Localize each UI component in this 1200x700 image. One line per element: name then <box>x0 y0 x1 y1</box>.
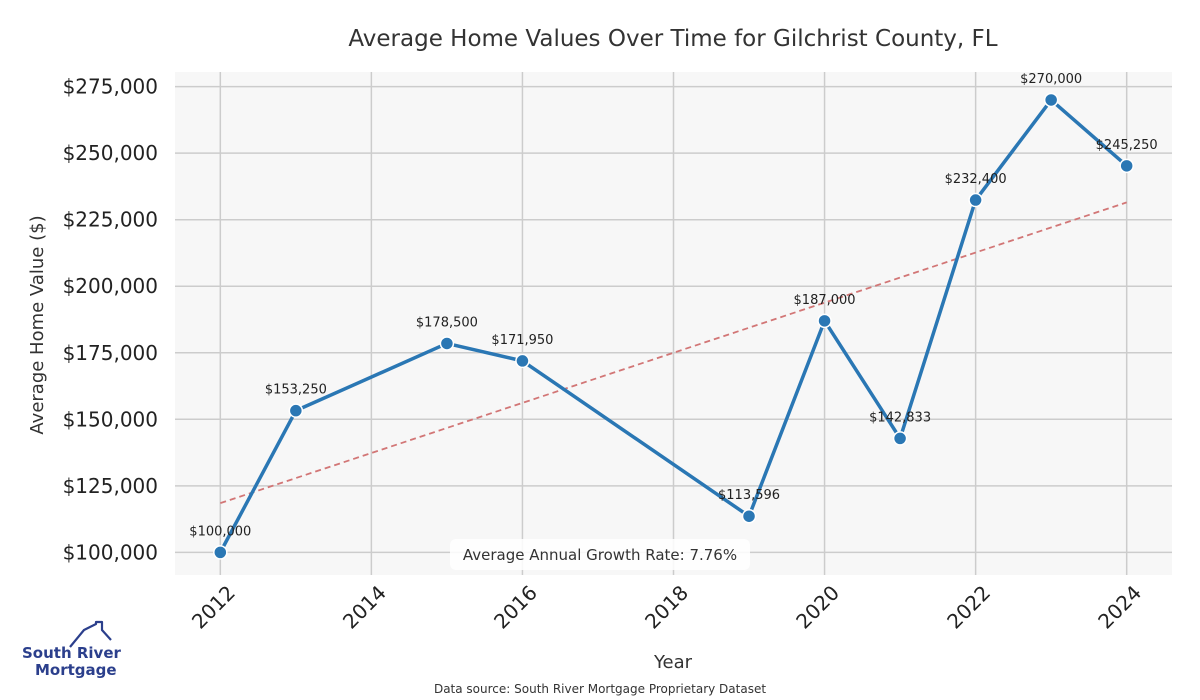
y-tick-label: $275,000 <box>63 75 158 99</box>
x-tick-label: 2014 <box>338 581 391 634</box>
y-tick-label: $250,000 <box>63 141 158 165</box>
data-points <box>213 92 1134 560</box>
data-label: $178,500 <box>416 315 478 330</box>
data-point <box>288 403 304 418</box>
y-tick-label: $225,000 <box>63 208 158 232</box>
data-label: $153,250 <box>265 383 327 398</box>
data-point <box>1043 92 1059 108</box>
data-point <box>968 192 983 208</box>
x-tick-label: 2022 <box>942 581 995 634</box>
x-tick-label: 2020 <box>791 581 844 634</box>
y-tick-labels: $100,000 $125,000 $150,000 $175,000 $200,000… <box>63 75 158 565</box>
grid <box>175 72 1172 575</box>
data-point <box>213 545 228 560</box>
x-tick-label: 2016 <box>489 581 542 634</box>
data-label: $113,596 <box>718 488 780 503</box>
data-labels: $100,000 $153,250 $178,500 $171,950 $113,596… <box>189 72 1157 539</box>
company-logo: South River Mortgage <box>22 620 122 679</box>
data-label: $142,833 <box>869 410 931 425</box>
data-label: $171,950 <box>491 333 553 348</box>
data-label: $100,000 <box>189 524 251 539</box>
data-source: Data source: South River Mortgage Propri… <box>434 682 766 696</box>
data-point <box>439 336 455 351</box>
trend-line <box>220 201 1127 504</box>
data-label: $245,250 <box>1096 138 1158 153</box>
chart-title: Average Home Values Over Time for Gilchr… <box>348 26 997 52</box>
y-tick-label: $150,000 <box>63 407 158 431</box>
annotation-box <box>450 539 750 570</box>
data-point <box>892 431 908 446</box>
y-axis-label: Average Home Value ($) <box>27 215 48 434</box>
data-label: $270,000 <box>1020 72 1082 87</box>
y-tick-label: $175,000 <box>63 341 158 365</box>
x-tick-labels: 2012 2014 2016 2018 2020 2022 2024 <box>187 581 1146 634</box>
logo-line1: South River <box>22 644 122 662</box>
data-point <box>1119 158 1134 174</box>
data-point <box>515 353 530 369</box>
y-tick-label: $100,000 <box>63 540 158 564</box>
data-label: $232,400 <box>945 172 1007 187</box>
y-tick-label: $200,000 <box>63 274 158 298</box>
logo-line2: Mortgage <box>35 661 117 679</box>
x-tick-label: 2018 <box>640 581 693 634</box>
series-line <box>218 98 1128 554</box>
house-roof-icon <box>69 620 112 648</box>
x-tick-label: 2024 <box>1093 581 1146 634</box>
growth-rate-annotation: Average Annual Growth Rate: 7.76% <box>450 539 750 570</box>
x-axis-label: Year <box>653 652 693 673</box>
y-tick-label: $125,000 <box>63 474 158 498</box>
data-label: $187,000 <box>794 293 856 308</box>
x-tick-label: 2012 <box>187 581 240 634</box>
data-point <box>741 508 757 524</box>
annotation-text: Average Annual Growth Rate: 7.76% <box>463 546 737 564</box>
data-point <box>817 313 832 329</box>
